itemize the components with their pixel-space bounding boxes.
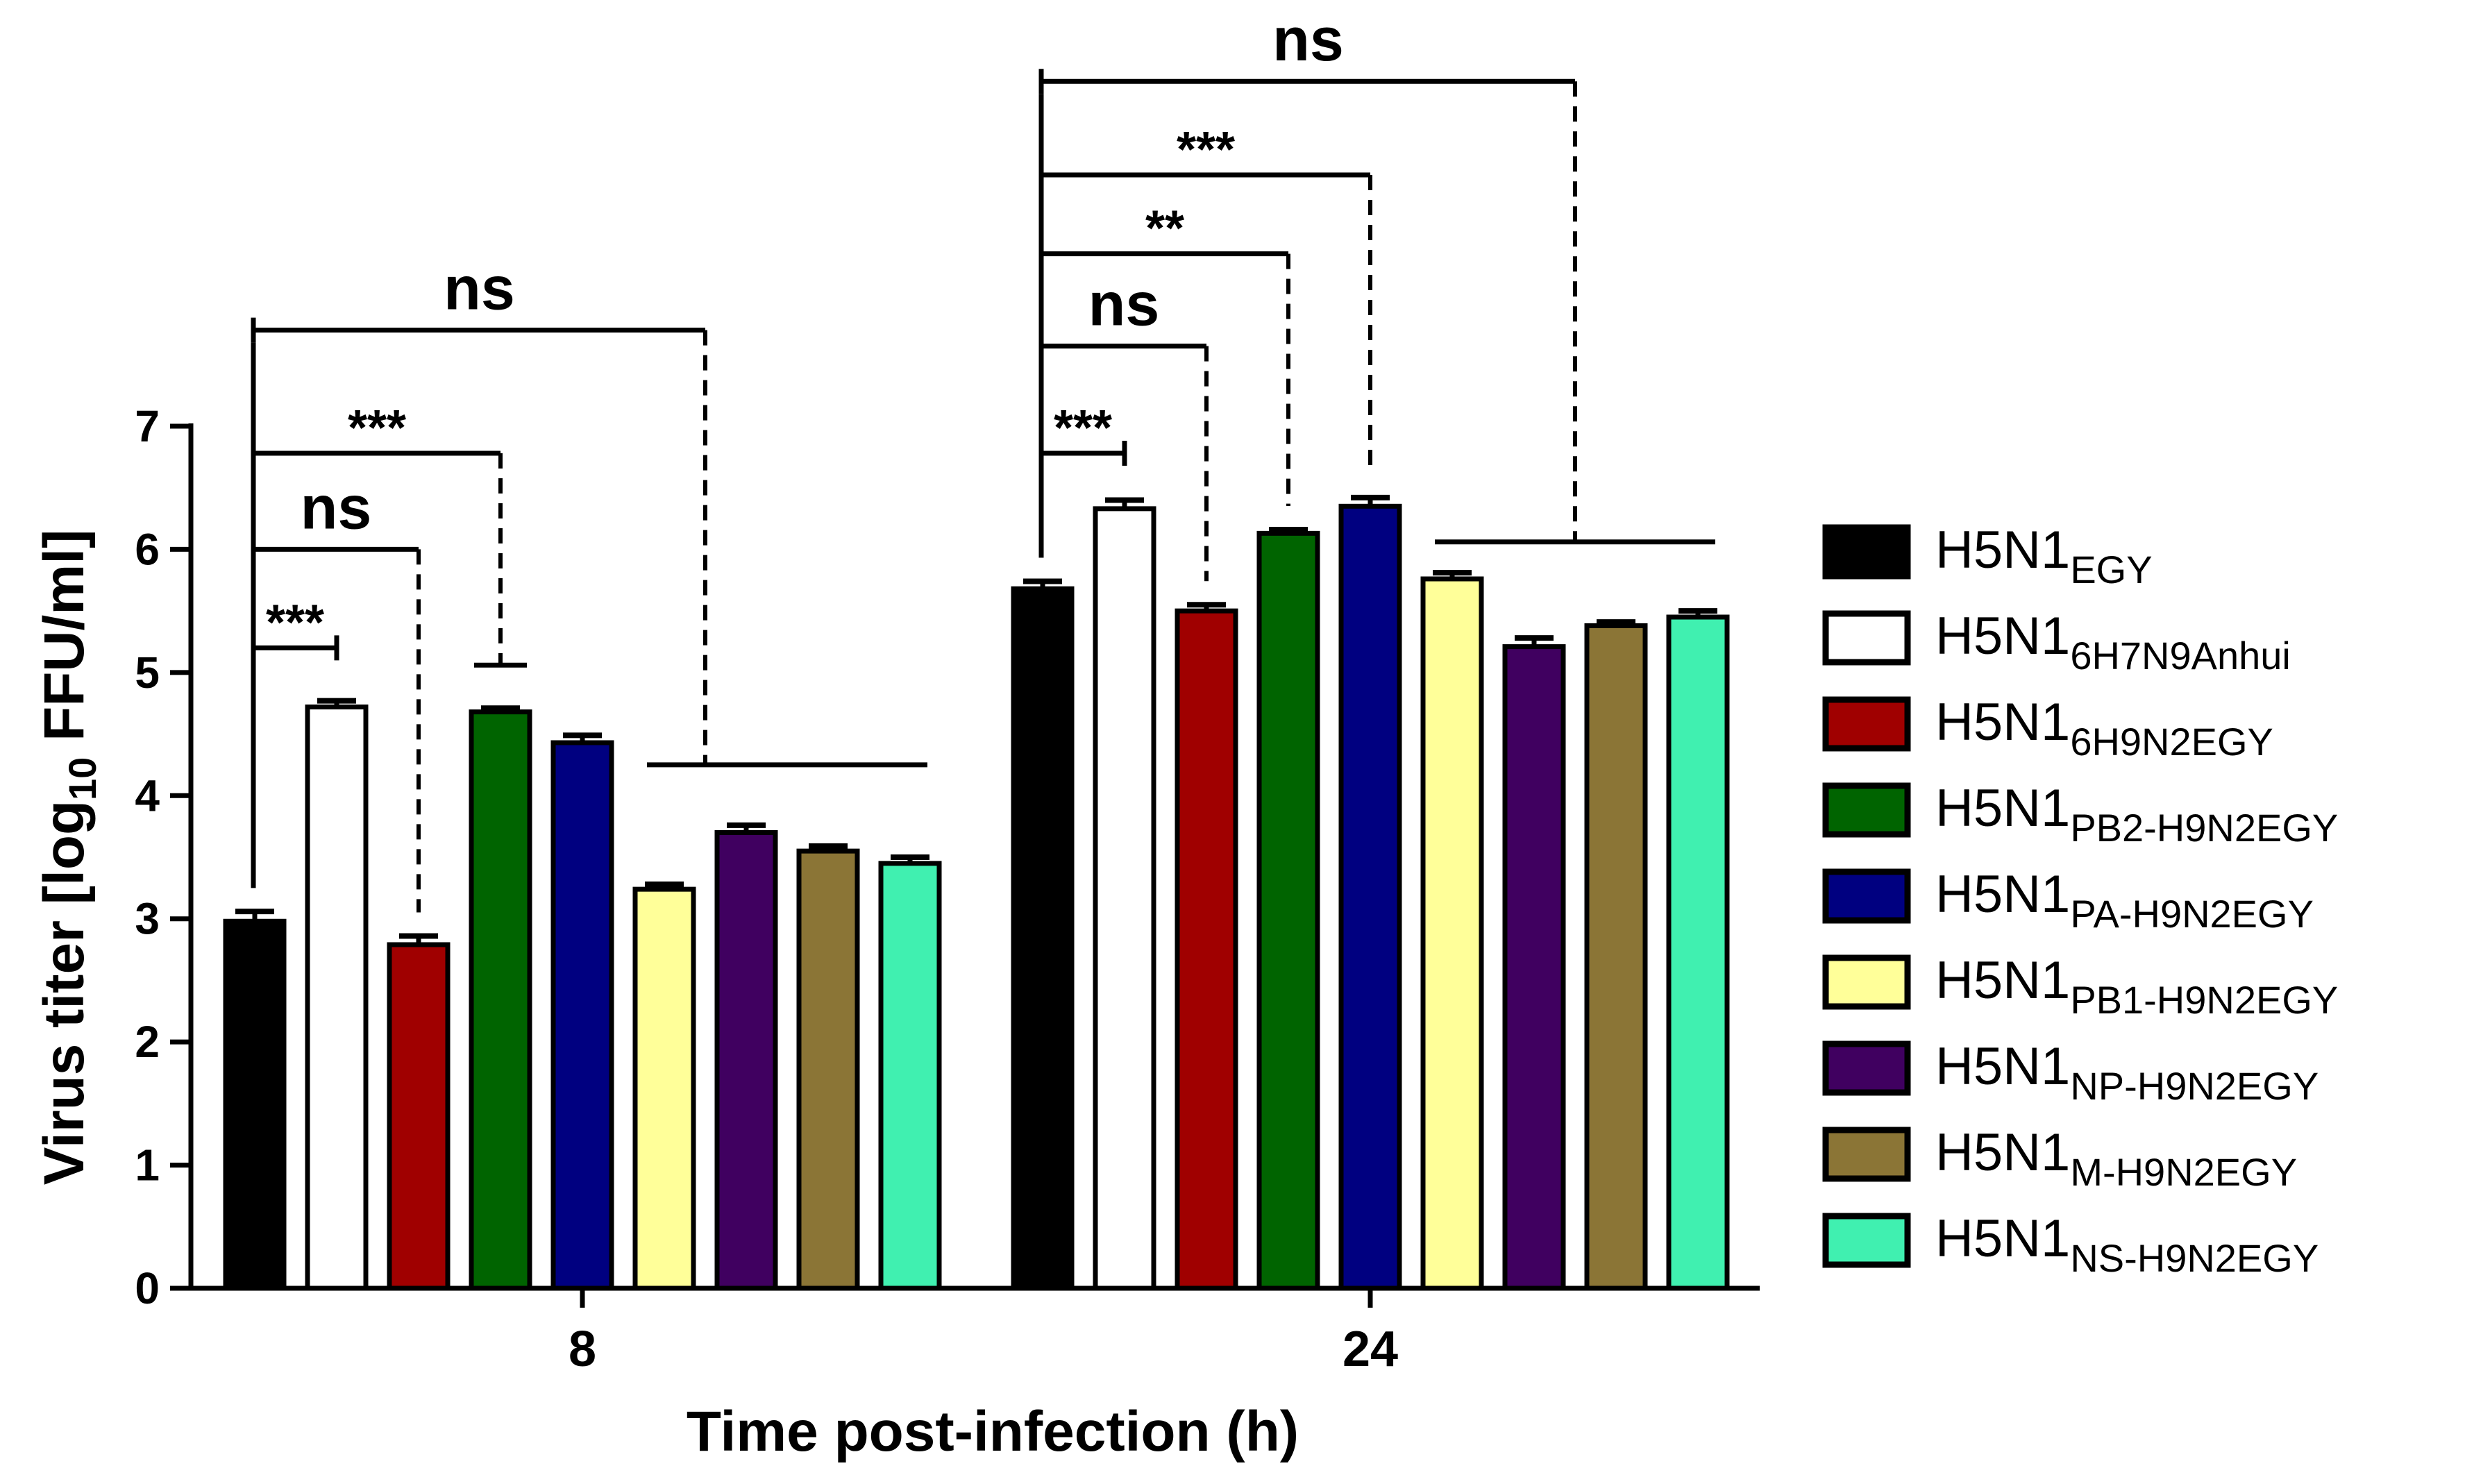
bar bbox=[714, 830, 778, 1291]
axes: 0 1 2 3 4 5 6 7 8 24 bbox=[135, 401, 1760, 1377]
legend-label-base: H5N1 bbox=[1935, 1037, 2070, 1096]
legend-swatch bbox=[1822, 1213, 1911, 1268]
legend-label: H5N1M-H9N2EGY bbox=[1935, 1123, 2297, 1194]
legend-label-subscript: NS-H9N2EGY bbox=[2070, 1236, 2319, 1280]
significance-label: *** bbox=[1054, 400, 1112, 456]
bar bbox=[1666, 614, 1730, 1291]
significance-label: ns bbox=[301, 473, 372, 541]
legend-swatch bbox=[1822, 954, 1911, 1010]
x-tick-label: 24 bbox=[1343, 1322, 1398, 1377]
legend-label-base: H5N1 bbox=[1935, 607, 2070, 666]
legend-label-base: H5N1 bbox=[1935, 693, 2070, 752]
bar bbox=[796, 848, 860, 1291]
bars bbox=[223, 494, 1730, 1291]
legend-label-base: H5N1 bbox=[1935, 521, 2070, 580]
significance-label: *** bbox=[1177, 122, 1235, 178]
y-tick-label: 1 bbox=[135, 1140, 160, 1190]
y-tick-label: 4 bbox=[135, 770, 160, 820]
legend-label-subscript: 6H7N9Anhui bbox=[2070, 634, 2291, 677]
bar bbox=[305, 705, 369, 1291]
legend-label-base: H5N1 bbox=[1935, 1209, 2070, 1268]
y-axis-title-main: Virus titer [log bbox=[33, 800, 96, 1185]
bar bbox=[1338, 503, 1402, 1291]
legend-label-base: H5N1 bbox=[1935, 865, 2070, 924]
y-axis-title-subscript: 10 bbox=[60, 757, 104, 800]
significance-annotations: ***ns***ns***ns*****ns bbox=[251, 5, 1715, 913]
bar bbox=[550, 740, 614, 1291]
y-tick-label: 3 bbox=[135, 894, 160, 944]
legend-swatch bbox=[1822, 696, 1911, 752]
bar bbox=[1420, 576, 1484, 1291]
significance-label: *** bbox=[266, 595, 324, 650]
legend-swatch bbox=[1822, 782, 1911, 838]
significance-label: ns bbox=[1088, 270, 1160, 339]
legend-swatch bbox=[1822, 868, 1911, 924]
legend-label-base: H5N1 bbox=[1935, 1123, 2070, 1182]
bar bbox=[632, 886, 696, 1291]
legend-label: H5N1PB2-H9N2EGY bbox=[1935, 779, 2338, 850]
significance-label: *** bbox=[348, 400, 406, 456]
legend-label-subscript: M-H9N2EGY bbox=[2070, 1150, 2297, 1194]
y-tick-label: 5 bbox=[135, 648, 160, 698]
legend-label-base: H5N1 bbox=[1935, 779, 2070, 838]
legend-label: H5N1NP-H9N2EGY bbox=[1935, 1037, 2319, 1108]
legend-label-subscript: PB1-H9N2EGY bbox=[2070, 978, 2338, 1022]
x-axis-title: Time post-infection (h) bbox=[687, 1400, 1299, 1463]
y-axis-title: Virus titer [log10 FFU/ml] bbox=[33, 530, 104, 1186]
bar bbox=[1175, 608, 1238, 1291]
significance-label: ns bbox=[444, 254, 515, 323]
y-tick-label: 7 bbox=[135, 401, 160, 451]
legend: H5N1EGYH5N16H7N9AnhuiH5N16H9N2EGYH5N1PB2… bbox=[1822, 521, 2338, 1280]
y-tick-label: 6 bbox=[135, 524, 160, 574]
y-tick-label: 0 bbox=[135, 1263, 160, 1313]
bar bbox=[223, 918, 287, 1291]
legend-swatch bbox=[1822, 1040, 1911, 1096]
bar bbox=[1093, 506, 1156, 1291]
bar bbox=[1011, 586, 1075, 1291]
legend-label-base: H5N1 bbox=[1935, 951, 2070, 1010]
significance-label: ** bbox=[1145, 201, 1184, 257]
legend-label: H5N1EGY bbox=[1935, 521, 2153, 591]
legend-label-subscript: NP-H9N2EGY bbox=[2070, 1064, 2319, 1108]
bar bbox=[1584, 623, 1648, 1291]
bar bbox=[469, 709, 532, 1291]
legend-label-subscript: EGY bbox=[2070, 548, 2152, 591]
legend-label: H5N1PA-H9N2EGY bbox=[1935, 865, 2314, 936]
legend-label-subscript: 6H9N2EGY bbox=[2070, 720, 2273, 764]
significance-label: ns bbox=[1272, 5, 1344, 74]
legend-swatch bbox=[1822, 1127, 1911, 1182]
y-axis-title-unit: FFU/ml] bbox=[33, 530, 96, 757]
legend-label-subscript: PA-H9N2EGY bbox=[2070, 892, 2314, 936]
legend-label: H5N1NS-H9N2EGY bbox=[1935, 1209, 2319, 1280]
bar bbox=[878, 861, 942, 1291]
x-tick-label: 8 bbox=[569, 1322, 596, 1377]
bar bbox=[387, 942, 451, 1291]
y-tick-label: 2 bbox=[135, 1017, 160, 1067]
bar bbox=[1256, 530, 1320, 1291]
legend-label-subscript: PB2-H9N2EGY bbox=[2070, 806, 2338, 850]
legend-label: H5N16H9N2EGY bbox=[1935, 693, 2273, 764]
bar bbox=[1502, 644, 1566, 1291]
legend-label: H5N1PB1-H9N2EGY bbox=[1935, 951, 2338, 1022]
legend-swatch bbox=[1822, 610, 1911, 666]
legend-label: H5N16H7N9Anhui bbox=[1935, 607, 2291, 677]
legend-swatch bbox=[1822, 524, 1911, 580]
